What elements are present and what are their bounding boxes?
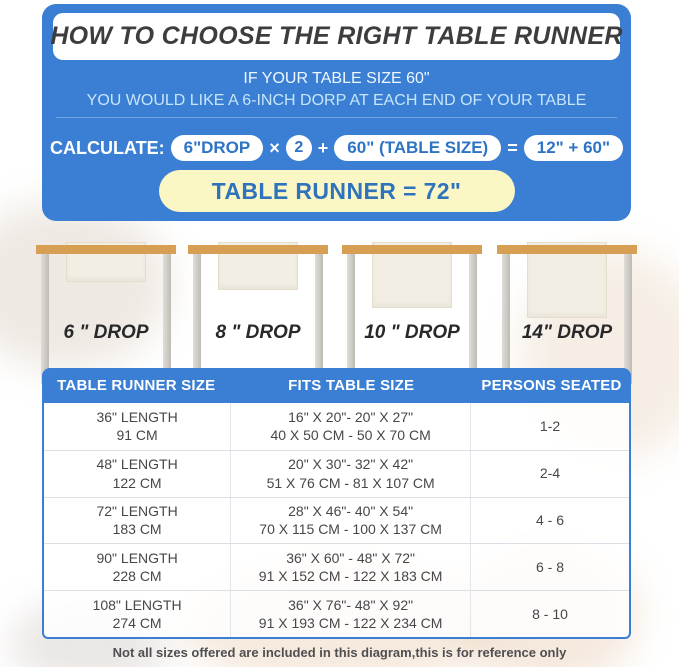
size-reference-table: TABLE RUNNER SIZE FITS TABLE SIZE PERSON…	[42, 368, 631, 639]
table-body: 36" LENGTH 91 CM 16" X 20"- 20" X 27" 40…	[42, 403, 631, 639]
tabletop-illustration	[36, 245, 176, 254]
table-leg	[193, 254, 201, 384]
table-row: 72" LENGTH 183 CM 28" X 46"- 40" X 54" 7…	[44, 496, 629, 544]
persons-cell: 1-2	[539, 418, 561, 435]
tabletop-illustration	[188, 245, 328, 254]
table-figure-8-drop: 8 " DROP	[188, 242, 328, 384]
table-leg	[624, 254, 632, 384]
explainer-panel: HOW TO CHOOSE THE RIGHT TABLE RUNNER IF …	[42, 4, 631, 221]
panel-divider	[56, 117, 617, 118]
table-figure-14-drop: 14" DROP	[497, 242, 637, 384]
fits-table-cell: 36" X 60" - 48" X 72" 91 X 152 CM - 122 …	[231, 544, 472, 591]
tabletop-illustration	[342, 245, 482, 254]
multiplier-badge: 2	[285, 135, 312, 161]
drop-label: 10 " DROP	[364, 322, 460, 343]
drop-value-pill: 6"DROP	[170, 135, 264, 161]
runner-result-pill: TABLE RUNNER = 72"	[158, 170, 515, 212]
runner-size-cell: 108" LENGTH 274 CM	[44, 591, 232, 637]
table-leg	[347, 254, 355, 384]
runner-size-cell: 36" LENGTH 91 CM	[44, 403, 232, 450]
calculation-formula: CALCULATE: 6"DROP × 2 + 60" (TABLE SIZE)…	[42, 132, 631, 164]
title-banner: HOW TO CHOOSE THE RIGHT TABLE RUNNER	[50, 13, 623, 60]
table-leg	[502, 254, 510, 384]
runner-size-cell: 90" LENGTH 228 CM	[44, 544, 232, 591]
persons-cell: 8 - 10	[532, 605, 568, 622]
runner-illustration	[527, 242, 607, 318]
fits-table-cell: 16" X 20"- 20" X 27" 40 X 50 CM - 50 X 7…	[231, 403, 472, 450]
calculate-label: CALCULATE:	[49, 137, 165, 158]
multiply-sign: ×	[269, 137, 280, 158]
table-size-pill: 60" (TABLE SIZE)	[334, 135, 502, 161]
fits-table-cell: 36" X 76"- 48" X 92" 91 X 193 CM - 122 X…	[231, 591, 472, 637]
disclaimer-note: Not all sizes offered are included in th…	[112, 645, 567, 660]
tabletop-illustration	[497, 245, 637, 254]
drop-label: 14" DROP	[521, 322, 613, 343]
plus-sign: +	[317, 137, 329, 158]
persons-cell: 4 - 6	[535, 512, 564, 529]
persons-cell: 2-4	[539, 465, 561, 482]
persons-cell: 6 - 8	[535, 559, 564, 576]
column-header-persons: PERSONS SEATED	[481, 377, 622, 394]
table-row: 36" LENGTH 91 CM 16" X 20"- 20" X 27" 40…	[44, 403, 629, 450]
equals-sign: =	[507, 137, 518, 158]
drop-label: 8 " DROP	[215, 322, 301, 343]
condition-line-1: IF YOUR TABLE SIZE 60"	[243, 70, 430, 87]
condition-line-2: YOU WOULD LIKE A 6-INCH DORP AT EACH END…	[86, 92, 587, 109]
table-leg	[315, 254, 323, 384]
fits-table-cell: 28" X 46"- 40" X 54" 70 X 115 CM - 100 X…	[231, 497, 472, 544]
fits-table-cell: 20" X 30"- 32" X 42" 51 X 76 CM - 81 X 1…	[231, 450, 472, 497]
table-figure-10-drop: 10 " DROP	[342, 242, 482, 384]
background-blur-blob	[0, 200, 170, 370]
runner-size-cell: 48" LENGTH 122 CM	[44, 450, 232, 497]
table-row: 90" LENGTH 228 CM 36" X 60" - 48" X 72" …	[44, 543, 629, 591]
column-header-runner-size: TABLE RUNNER SIZE	[57, 377, 216, 394]
table-leg	[41, 254, 49, 384]
table-leg	[163, 254, 171, 384]
table-leg	[469, 254, 477, 384]
table-row: 108" LENGTH 274 CM 36" X 76"- 48" X 92" …	[44, 590, 629, 637]
column-header-fits-table: FITS TABLE SIZE	[288, 377, 415, 394]
drop-label: 6 " DROP	[63, 322, 149, 343]
page-title: HOW TO CHOOSE THE RIGHT TABLE RUNNER	[50, 22, 623, 50]
table-header-row: TABLE RUNNER SIZE FITS TABLE SIZE PERSON…	[42, 368, 631, 403]
table-figure-6-drop: 6 " DROP	[36, 242, 176, 384]
sum-pill: 12" + 60"	[523, 135, 624, 161]
table-row: 48" LENGTH 122 CM 20" X 30"- 32" X 42" 5…	[44, 449, 629, 497]
runner-size-cell: 72" LENGTH 183 CM	[44, 497, 232, 544]
